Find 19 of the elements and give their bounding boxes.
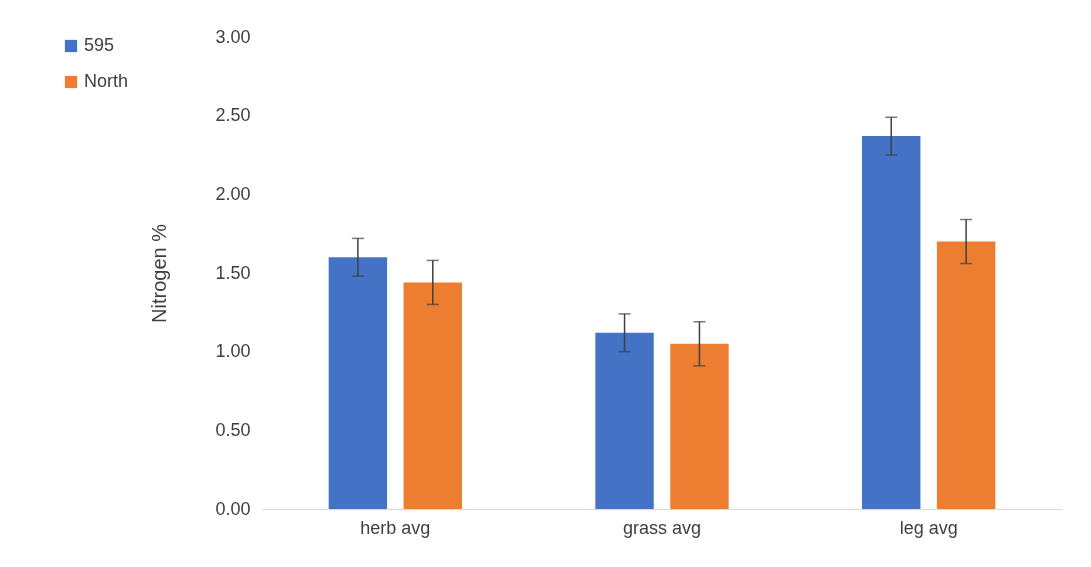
bar (328, 257, 388, 509)
legend-label: 595 (84, 35, 115, 55)
x-tick-label: herb avg (360, 517, 431, 538)
x-tick-label: leg avg (899, 517, 958, 538)
y-axis-title: Nitrogen % (148, 223, 171, 323)
bar (936, 241, 996, 509)
bar (595, 332, 654, 509)
x-tick-label: grass avg (622, 517, 702, 538)
y-tick-label: 2.00 (215, 183, 251, 204)
bar (403, 282, 462, 509)
y-tick-label: 1.00 (215, 341, 251, 362)
bar (862, 136, 921, 509)
y-tick-label: 2.50 (215, 105, 251, 126)
y-tick-label: 1.50 (215, 262, 251, 283)
y-tick-label: 0.00 (215, 498, 251, 519)
legend-label: North (84, 71, 129, 91)
y-tick-label: 0.50 (215, 419, 251, 440)
y-tick-label: 3.00 (215, 26, 251, 47)
bar (670, 343, 729, 509)
